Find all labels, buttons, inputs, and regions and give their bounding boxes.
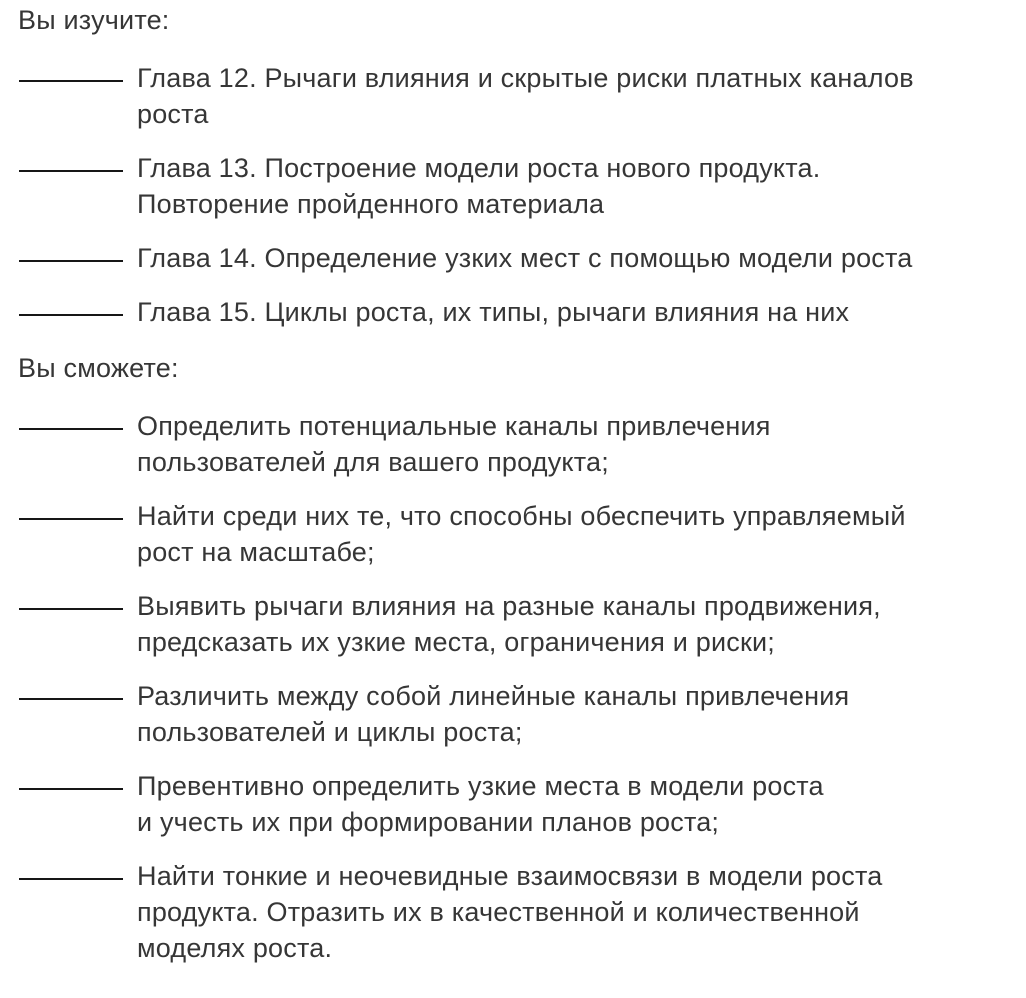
- list-item: Глава 14. Определение узких мест с помощ…: [18, 240, 1010, 276]
- outcome-text: Определить потенциальные каналы привлече…: [137, 411, 771, 477]
- list-item: Глава 13. Построение модели роста нового…: [18, 150, 1010, 222]
- dash-bullet: [19, 878, 123, 880]
- dash-bullet: [19, 80, 123, 82]
- outcome-text: Различить между собой линейные каналы пр…: [137, 681, 850, 747]
- outcome-text: Превентивно определить узкие места в мод…: [137, 771, 824, 837]
- chapter-text: Глава 15. Циклы роста, их типы, рычаги в…: [137, 297, 850, 327]
- list-item: Глава 15. Циклы роста, их типы, рычаги в…: [18, 294, 1010, 330]
- dash-bullet: [19, 788, 123, 790]
- chapters-list: Глава 12. Рычаги влияния и скрытые риски…: [18, 60, 1010, 330]
- dash-bullet: [19, 314, 123, 316]
- outcomes-list: Определить потенциальные каналы привлече…: [18, 408, 1010, 966]
- list-item: Превентивно определить узкие места в мод…: [18, 768, 1010, 840]
- list-item: Выявить рычаги влияния на разные каналы …: [18, 588, 1010, 660]
- chapter-text: Глава 14. Определение узких мест с помощ…: [137, 243, 913, 273]
- dash-bullet: [19, 518, 123, 520]
- section-heading-you-will-study: Вы изучите:: [18, 5, 170, 35]
- list-item: Найти среди них те, что способны обеспеч…: [18, 498, 1010, 570]
- list-item: Определить потенциальные каналы привлече…: [18, 408, 1010, 480]
- chapter-text: Глава 12. Рычаги влияния и скрытые риски…: [137, 63, 914, 129]
- outcome-text: Найти тонкие и неочевидные взаимосвязи в…: [137, 861, 883, 963]
- list-item: Найти тонкие и неочевидные взаимосвязи в…: [18, 858, 1010, 966]
- dash-bullet: [19, 428, 123, 430]
- dash-bullet: [19, 698, 123, 700]
- section-heading-you-will-be-able: Вы сможете:: [18, 353, 179, 383]
- dash-bullet: [19, 608, 123, 610]
- chapter-text: Глава 13. Построение модели роста нового…: [137, 153, 821, 219]
- dash-bullet: [19, 260, 123, 262]
- dash-bullet: [19, 170, 123, 172]
- outcome-text: Найти среди них те, что способны обеспеч…: [137, 501, 906, 567]
- list-item: Глава 12. Рычаги влияния и скрытые риски…: [18, 60, 1010, 132]
- list-item: Различить между собой линейные каналы пр…: [18, 678, 1010, 750]
- outcome-text: Выявить рычаги влияния на разные каналы …: [137, 591, 881, 657]
